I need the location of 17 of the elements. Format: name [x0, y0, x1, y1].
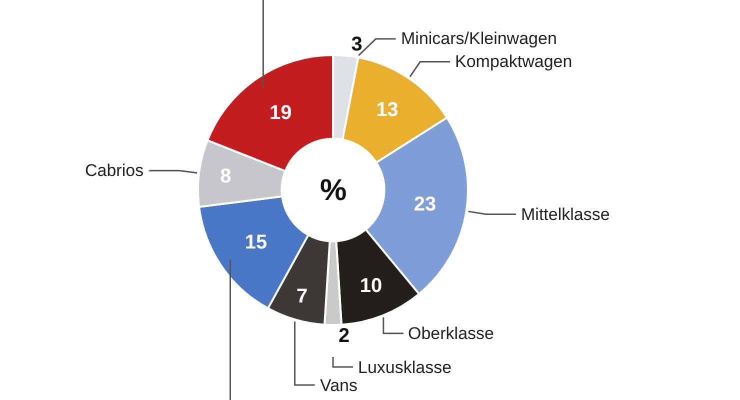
data-label: 19 [270, 102, 292, 124]
slice-label: Oberklasse [408, 324, 494, 343]
data-label: 7 [296, 285, 308, 308]
text: % [320, 174, 347, 207]
data-label: 13 [376, 99, 398, 122]
data-label: 3 [351, 34, 362, 56]
data-label: 8 [220, 165, 232, 188]
slice-label: Minicars/Kleinwagen [401, 29, 557, 48]
slice-label: Kompaktwagen [455, 52, 572, 71]
slice-label: Vans [320, 376, 358, 395]
slice-label: Mittelklasse [521, 205, 610, 224]
data-label: 23 [414, 194, 436, 216]
data-label: 10 [360, 274, 382, 297]
data-label: 15 [244, 231, 268, 254]
slice-label: Cabrios [85, 161, 144, 180]
slice-label: Luxusklasse [358, 358, 452, 377]
data-label: 2 [338, 325, 350, 347]
